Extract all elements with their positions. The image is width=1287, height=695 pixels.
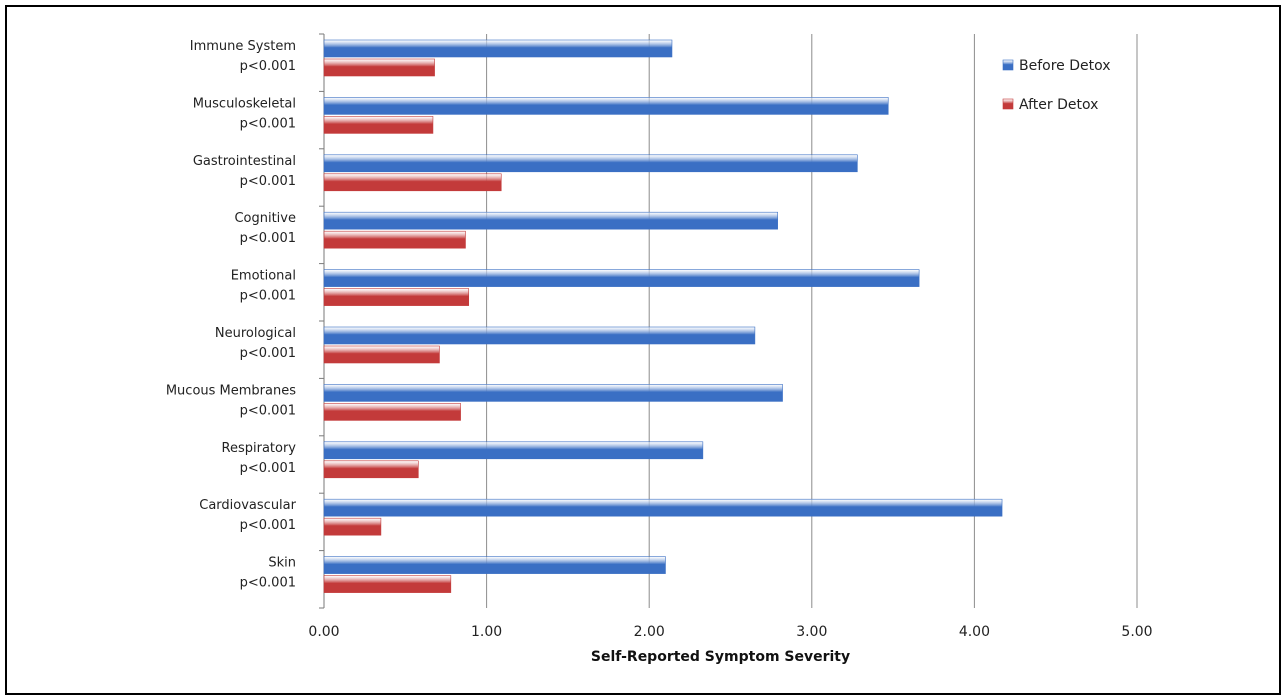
category-p-value: p<0.001 (240, 59, 296, 74)
bar-after-detox (323, 58, 435, 77)
category-label: Cardiovascular (199, 498, 296, 513)
x-tick-label: 5.00 (1121, 624, 1152, 640)
category-label: Musculoskeletal (193, 96, 296, 111)
bar-before-detox (323, 498, 1003, 517)
category-p-value: p<0.001 (240, 289, 296, 304)
category-p-value: p<0.001 (240, 518, 296, 533)
category-label: Gastrointestinal (193, 154, 296, 169)
chart-frame (5, 5, 1281, 695)
bar-after-detox (323, 460, 419, 479)
x-tick-label: 3.00 (796, 624, 827, 640)
bar-after-detox (323, 517, 382, 536)
x-tick-label: 2.00 (634, 624, 665, 640)
category-p-value: p<0.001 (240, 576, 296, 591)
legend-label: After Detox (1019, 97, 1098, 113)
x-axis-title: Self-Reported Symptom Severity (591, 649, 850, 665)
category-p-value: p<0.001 (240, 461, 296, 476)
bar-after-detox (323, 288, 470, 306)
category-label: Mucous Membranes (166, 383, 296, 398)
category-label: Skin (268, 556, 296, 571)
bar-after-detox (323, 403, 461, 421)
category-label: Immune System (190, 39, 296, 54)
category-p-value: p<0.001 (240, 346, 296, 361)
bar-after-detox (323, 345, 440, 364)
bar-before-detox (323, 556, 666, 574)
x-tick-label: 0.00 (308, 624, 339, 640)
bar-after-detox (323, 116, 434, 134)
bar-before-detox (323, 39, 673, 58)
x-tick-label: 1.00 (471, 624, 502, 640)
bar-before-detox (323, 154, 858, 173)
legend-swatch-before-detox (1002, 59, 1014, 71)
bar-before-detox (323, 441, 704, 460)
legend-swatch-after-detox (1002, 98, 1014, 110)
category-label: Neurological (215, 326, 296, 341)
bar-after-detox (323, 575, 452, 593)
category-label: Respiratory (222, 441, 297, 456)
category-p-value: p<0.001 (240, 116, 296, 131)
bar-before-detox (323, 97, 889, 115)
bar-before-detox (323, 326, 756, 345)
bar-before-detox (323, 269, 920, 287)
bar-after-detox (323, 173, 502, 192)
category-label: Emotional (231, 269, 296, 284)
bar-before-detox (323, 384, 783, 402)
bar-after-detox (323, 230, 466, 249)
category-label: Cognitive (234, 211, 296, 226)
x-tick-label: 4.00 (959, 624, 990, 640)
category-p-value: p<0.001 (240, 403, 296, 418)
category-p-value: p<0.001 (240, 231, 296, 246)
legend-label: Before Detox (1019, 58, 1111, 74)
category-p-value: p<0.001 (240, 174, 296, 189)
bar-before-detox (323, 211, 778, 230)
